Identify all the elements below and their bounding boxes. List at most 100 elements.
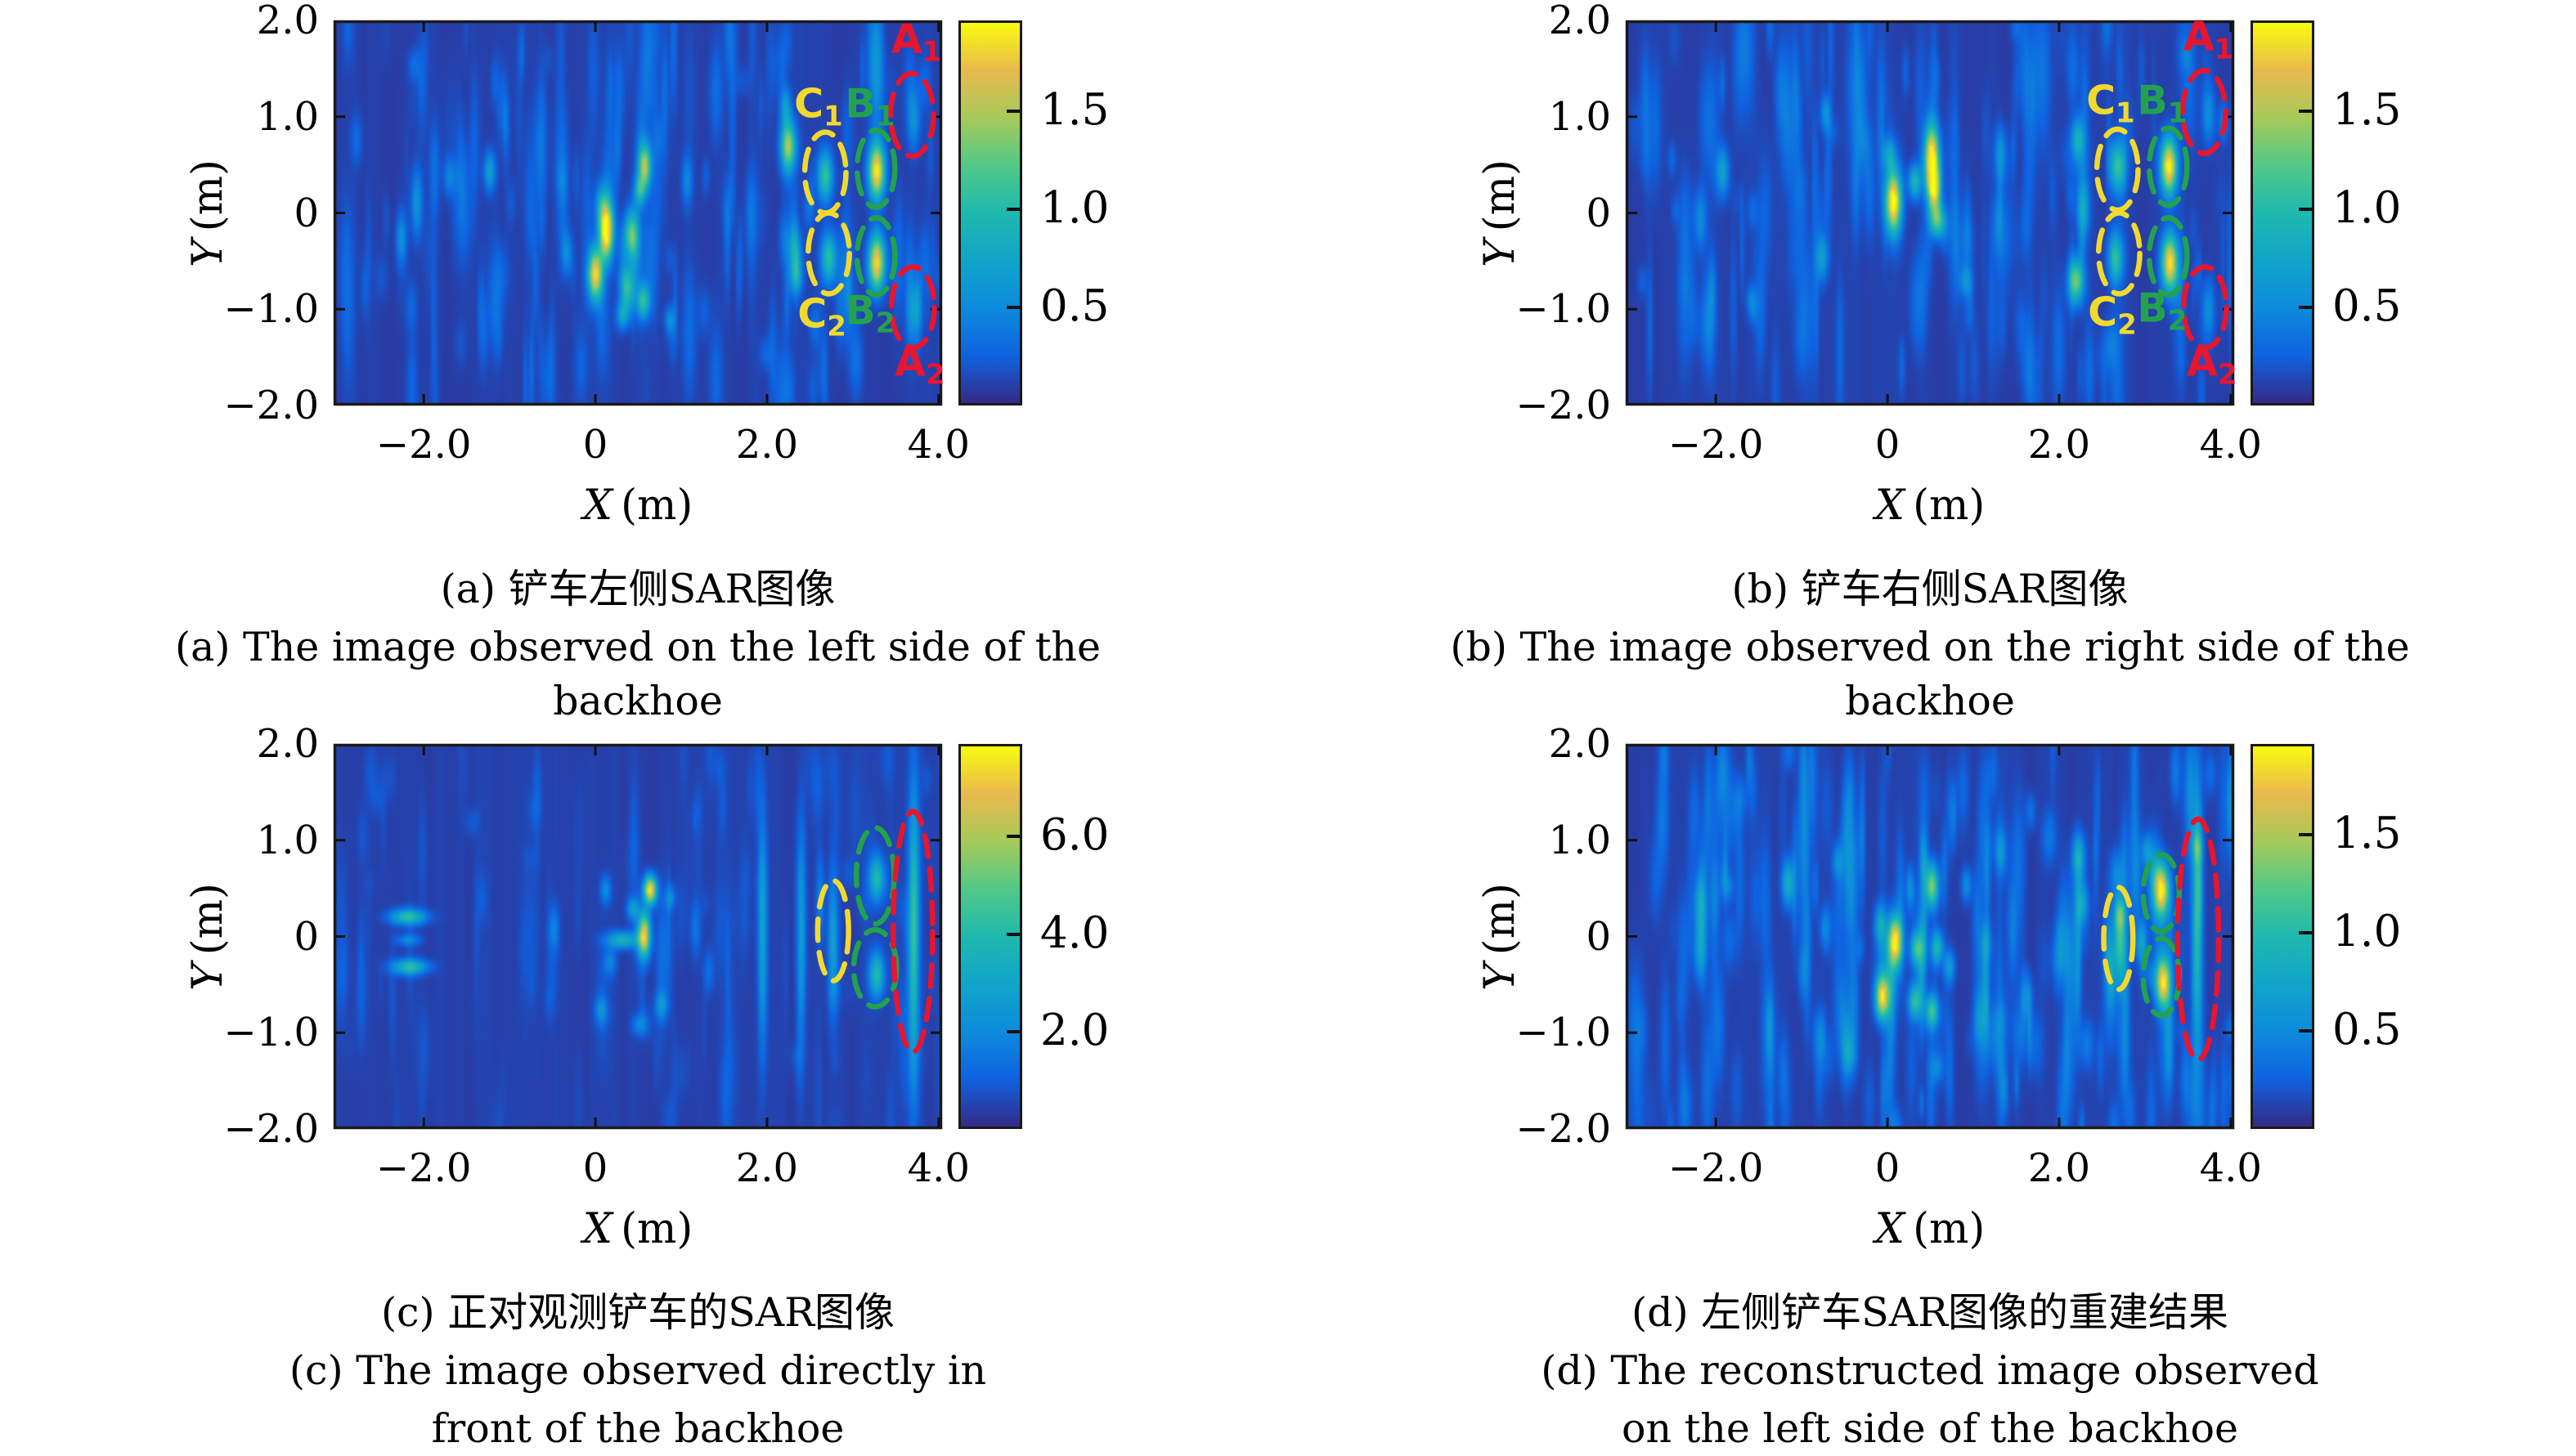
x-axis-variable: X bbox=[1874, 482, 1905, 530]
caption-chinese-b: (b) 铲车右侧SAR图像 bbox=[1731, 566, 2129, 612]
x-axis-label-a: X (m) bbox=[466, 481, 810, 531]
annotation-subscript: 1 bbox=[922, 35, 942, 69]
annotation-label-B2-a: B2 bbox=[845, 290, 895, 343]
x-axis-label-c: X (m) bbox=[466, 1204, 810, 1255]
x-axis-label-b: X (m) bbox=[1758, 481, 2102, 531]
colorbar-tick-label-a-2: 0.5 bbox=[1040, 280, 1110, 331]
annotation-label-B1-b: B1 bbox=[2137, 80, 2187, 133]
annotation-subscript: 1 bbox=[875, 100, 895, 132]
x-tick-label-c-3: 4.0 bbox=[907, 1145, 970, 1191]
annotation-ellipse-yellow-a-4 bbox=[801, 129, 849, 216]
caption-english-d-line1: (d) The reconstructed image observed bbox=[1541, 1347, 2319, 1394]
colorbar-tick-label-d-0: 1.5 bbox=[2332, 808, 2402, 858]
x-axis-variable: X bbox=[582, 1205, 613, 1253]
x-tick-label-d-3: 4.0 bbox=[2199, 1145, 2262, 1191]
annotation-letter: B bbox=[845, 287, 876, 334]
annotation-label-A1-a: A1 bbox=[891, 19, 942, 72]
y-tick-label-b-1: 1.0 bbox=[1548, 93, 1611, 140]
colorbar-tick-label-d-2: 0.5 bbox=[2332, 1004, 2402, 1055]
colorbar-c bbox=[958, 744, 1022, 1129]
annotation-ellipse-red-b-0 bbox=[2179, 67, 2228, 156]
colorbar-tick-mark-d-2 bbox=[2299, 1028, 2312, 1033]
y-tick-label-c-1: 1.0 bbox=[256, 817, 319, 863]
annotation-label-C2-a: C2 bbox=[797, 294, 846, 347]
x-tick-label-c-0: −2.0 bbox=[375, 1145, 472, 1191]
annotation-subscript: 1 bbox=[2167, 96, 2188, 130]
y-tick-label-d-0: 2.0 bbox=[1548, 721, 1611, 767]
annotation-letter: C bbox=[797, 290, 828, 338]
y-tick-label-b-4: −2.0 bbox=[1515, 383, 1611, 428]
plot-frame bbox=[333, 20, 943, 406]
annotation-ellipse-green-b-2 bbox=[2146, 125, 2190, 208]
plot-overlay-d bbox=[1625, 743, 2235, 1130]
plot-overlay-c bbox=[333, 743, 943, 1130]
y-tick-label-b-0: 2.0 bbox=[1548, 0, 1611, 43]
x-tick-label-b-1: 0 bbox=[1874, 422, 1901, 468]
colorbar-tick-label-c-0: 6.0 bbox=[1040, 810, 1110, 861]
y-tick-label-d-4: −2.0 bbox=[1515, 1106, 1611, 1152]
annotation-subscript: 2 bbox=[2217, 358, 2237, 392]
annotation-label-B1-a: B1 bbox=[845, 83, 895, 137]
y-tick-label-c-2: 0 bbox=[294, 913, 319, 960]
annotation-ellipse-yellow-b-4 bbox=[2094, 126, 2141, 213]
annotation-label-C2-b: C2 bbox=[2088, 293, 2137, 346]
annotation-ellipse-red-d-3 bbox=[2174, 816, 2222, 1063]
annotation-ellipse-red-b-1 bbox=[2180, 264, 2229, 351]
annotation-letter: A bbox=[2183, 13, 2215, 60]
annotation-ellipse-red-a-1 bbox=[888, 264, 937, 351]
annotation-ellipse-green-c-2 bbox=[850, 927, 900, 1010]
x-tick-label-a-1: 0 bbox=[582, 422, 608, 468]
y-tick-label-a-0: 2.0 bbox=[256, 0, 319, 43]
annotation-letter: C bbox=[2088, 289, 2118, 336]
annotation-subscript: 2 bbox=[925, 358, 945, 392]
colorbar-tick-mark-a-1 bbox=[1007, 207, 1020, 211]
y-tick-label-d-1: 1.0 bbox=[1548, 817, 1611, 863]
annotation-letter: B bbox=[2137, 284, 2168, 332]
plot-frame bbox=[1625, 20, 2235, 406]
annotation-subscript: 1 bbox=[824, 100, 843, 132]
annotation-ellipse-green-c-1 bbox=[853, 825, 897, 927]
x-tick-label-a-3: 4.0 bbox=[907, 422, 970, 468]
plot-overlay-b bbox=[1625, 20, 2235, 406]
caption-english-d-line2: on the left side of the backhoe bbox=[1621, 1405, 2239, 1452]
x-axis-unit: (m) bbox=[1913, 482, 1986, 530]
annotation-ellipse-red-c-3 bbox=[890, 809, 936, 1055]
x-tick-label-b-3: 4.0 bbox=[2199, 422, 2262, 468]
y-tick-label-b-2: 0 bbox=[1586, 190, 1611, 236]
x-tick-label-c-2: 2.0 bbox=[735, 1145, 799, 1191]
annotation-label-A2-a: A2 bbox=[895, 343, 945, 396]
y-axis-variable: Y bbox=[1476, 239, 1524, 267]
x-tick-label-d-1: 0 bbox=[1874, 1145, 1901, 1191]
x-axis-unit: (m) bbox=[621, 1205, 693, 1253]
annotation-ellipse-green-a-2 bbox=[854, 127, 898, 210]
x-axis-label-d: X (m) bbox=[1758, 1204, 2102, 1255]
annotation-letter: A bbox=[2186, 338, 2218, 386]
annotation-letter: C bbox=[794, 80, 824, 127]
annotation-letter: C bbox=[2086, 77, 2116, 124]
colorbar-a bbox=[958, 20, 1022, 405]
caption-chinese-d: (d) 左侧铲车SAR图像的重建结果 bbox=[1631, 1289, 2229, 1336]
colorbar-tick-mark-a-2 bbox=[1007, 305, 1020, 309]
annotation-ellipse-yellow-b-5 bbox=[2095, 210, 2143, 297]
caption-english-a-line1: (a) The image observed on the left side … bbox=[175, 624, 1101, 724]
plot-frame bbox=[1625, 743, 2235, 1130]
y-axis-variable: Y bbox=[1476, 962, 1524, 991]
y-axis-variable: Y bbox=[184, 962, 232, 991]
caption-english-c-line1: (c) The image observed directly in bbox=[289, 1347, 987, 1394]
y-tick-label-d-3: −1.0 bbox=[1515, 1010, 1611, 1056]
annotation-ellipse-green-b-3 bbox=[2146, 215, 2190, 298]
colorbar-tick-mark-a-0 bbox=[1007, 109, 1020, 113]
colorbar-tick-label-a-0: 1.5 bbox=[1040, 84, 1110, 135]
colorbar-tick-mark-c-0 bbox=[1007, 835, 1020, 839]
x-tick-label-b-0: −2.0 bbox=[1667, 422, 1764, 468]
y-tick-label-c-0: 2.0 bbox=[256, 721, 319, 767]
annotation-letter: A bbox=[891, 16, 922, 63]
annotation-subscript: 2 bbox=[2117, 308, 2137, 342]
sar-heatmap-canvas-a bbox=[334, 20, 942, 405]
y-tick-label-b-3: −1.0 bbox=[1515, 286, 1611, 333]
x-tick-label-b-2: 2.0 bbox=[2027, 422, 2091, 468]
colorbar-tick-mark-c-1 bbox=[1007, 932, 1020, 936]
annotation-label-A1-b: A1 bbox=[2183, 17, 2234, 70]
x-axis-unit: (m) bbox=[1913, 1205, 1986, 1253]
